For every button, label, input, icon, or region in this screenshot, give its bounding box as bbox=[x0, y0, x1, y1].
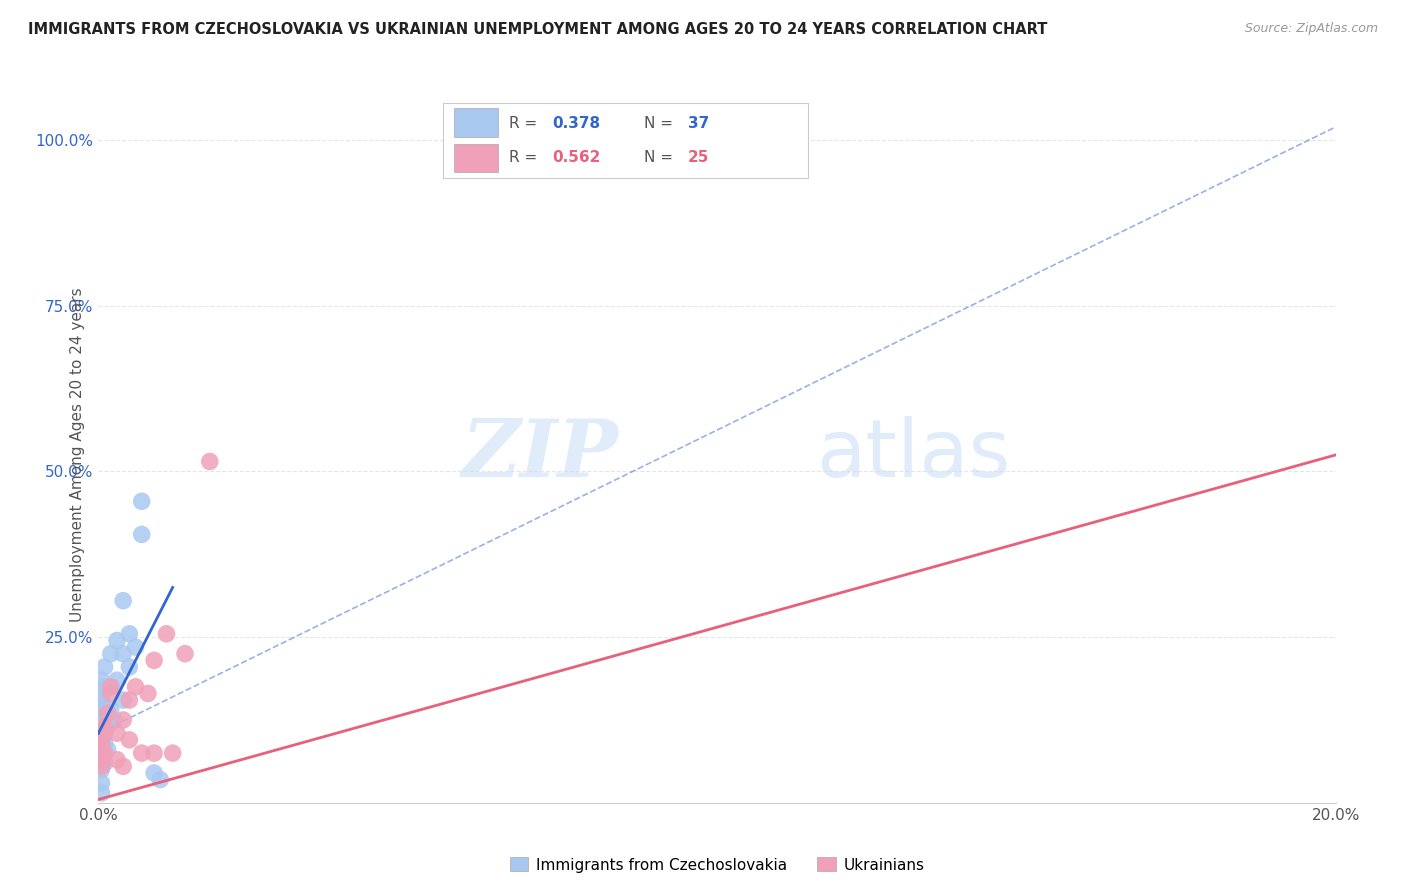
Point bbox=[100, 647, 122, 661]
Point bbox=[131, 527, 153, 541]
Text: Source: ZipAtlas.com: Source: ZipAtlas.com bbox=[1244, 22, 1378, 36]
Point bbox=[93, 736, 115, 750]
Point bbox=[90, 699, 112, 714]
Point bbox=[90, 759, 112, 773]
Point bbox=[162, 746, 184, 760]
Point bbox=[90, 739, 112, 754]
Text: R =: R = bbox=[509, 151, 541, 165]
Point bbox=[100, 686, 122, 700]
Point bbox=[105, 633, 128, 648]
Point bbox=[90, 706, 112, 721]
Point bbox=[93, 726, 115, 740]
Point bbox=[103, 713, 125, 727]
Point bbox=[118, 627, 141, 641]
Point bbox=[174, 647, 197, 661]
Point bbox=[90, 763, 112, 777]
Point bbox=[90, 753, 112, 767]
Point bbox=[90, 693, 112, 707]
Point bbox=[124, 640, 146, 654]
Point bbox=[93, 703, 115, 717]
Point bbox=[131, 494, 153, 508]
Point bbox=[90, 776, 112, 790]
Point bbox=[100, 703, 122, 717]
Point bbox=[112, 647, 135, 661]
Point bbox=[105, 726, 128, 740]
Point bbox=[93, 746, 115, 760]
Point bbox=[93, 660, 115, 674]
Point bbox=[97, 743, 120, 757]
Text: 0.562: 0.562 bbox=[553, 151, 600, 165]
Point bbox=[90, 732, 112, 747]
Point bbox=[112, 759, 135, 773]
Point bbox=[100, 680, 122, 694]
Y-axis label: Unemployment Among Ages 20 to 24 years: Unemployment Among Ages 20 to 24 years bbox=[69, 287, 84, 623]
Point bbox=[93, 720, 115, 734]
Point bbox=[118, 693, 141, 707]
Point bbox=[97, 706, 120, 721]
Point bbox=[131, 746, 153, 760]
Point bbox=[90, 786, 112, 800]
Point bbox=[143, 766, 166, 780]
Bar bbox=[454, 144, 498, 172]
Point bbox=[90, 716, 112, 731]
Point bbox=[198, 454, 221, 468]
Text: R =: R = bbox=[509, 116, 541, 130]
Text: N =: N = bbox=[644, 116, 678, 130]
Point bbox=[90, 749, 112, 764]
Point bbox=[118, 732, 141, 747]
Legend: Immigrants from Czechoslovakia, Ukrainians: Immigrants from Czechoslovakia, Ukrainia… bbox=[503, 851, 931, 879]
Text: 25: 25 bbox=[688, 151, 709, 165]
Point bbox=[136, 686, 159, 700]
Text: 37: 37 bbox=[688, 116, 709, 130]
Point bbox=[90, 673, 112, 688]
Point bbox=[90, 736, 112, 750]
Point bbox=[97, 720, 120, 734]
Text: 0.378: 0.378 bbox=[553, 116, 600, 130]
Text: ZIP: ZIP bbox=[461, 417, 619, 493]
Point bbox=[124, 680, 146, 694]
Point bbox=[143, 746, 166, 760]
Point bbox=[93, 720, 115, 734]
Point bbox=[143, 653, 166, 667]
Point bbox=[90, 730, 112, 744]
Point bbox=[149, 772, 172, 787]
Point bbox=[105, 753, 128, 767]
Point bbox=[90, 686, 112, 700]
Point bbox=[90, 743, 112, 757]
Point bbox=[155, 627, 177, 641]
Point bbox=[105, 673, 128, 688]
Point bbox=[93, 680, 115, 694]
Text: N =: N = bbox=[644, 151, 678, 165]
Bar bbox=[454, 108, 498, 136]
Text: atlas: atlas bbox=[815, 416, 1011, 494]
Point bbox=[93, 756, 115, 770]
Point bbox=[118, 660, 141, 674]
Point bbox=[112, 593, 135, 607]
Text: IMMIGRANTS FROM CZECHOSLOVAKIA VS UKRAINIAN UNEMPLOYMENT AMONG AGES 20 TO 24 YEA: IMMIGRANTS FROM CZECHOSLOVAKIA VS UKRAIN… bbox=[28, 22, 1047, 37]
Point bbox=[112, 713, 135, 727]
Point bbox=[100, 680, 122, 694]
Point bbox=[112, 693, 135, 707]
